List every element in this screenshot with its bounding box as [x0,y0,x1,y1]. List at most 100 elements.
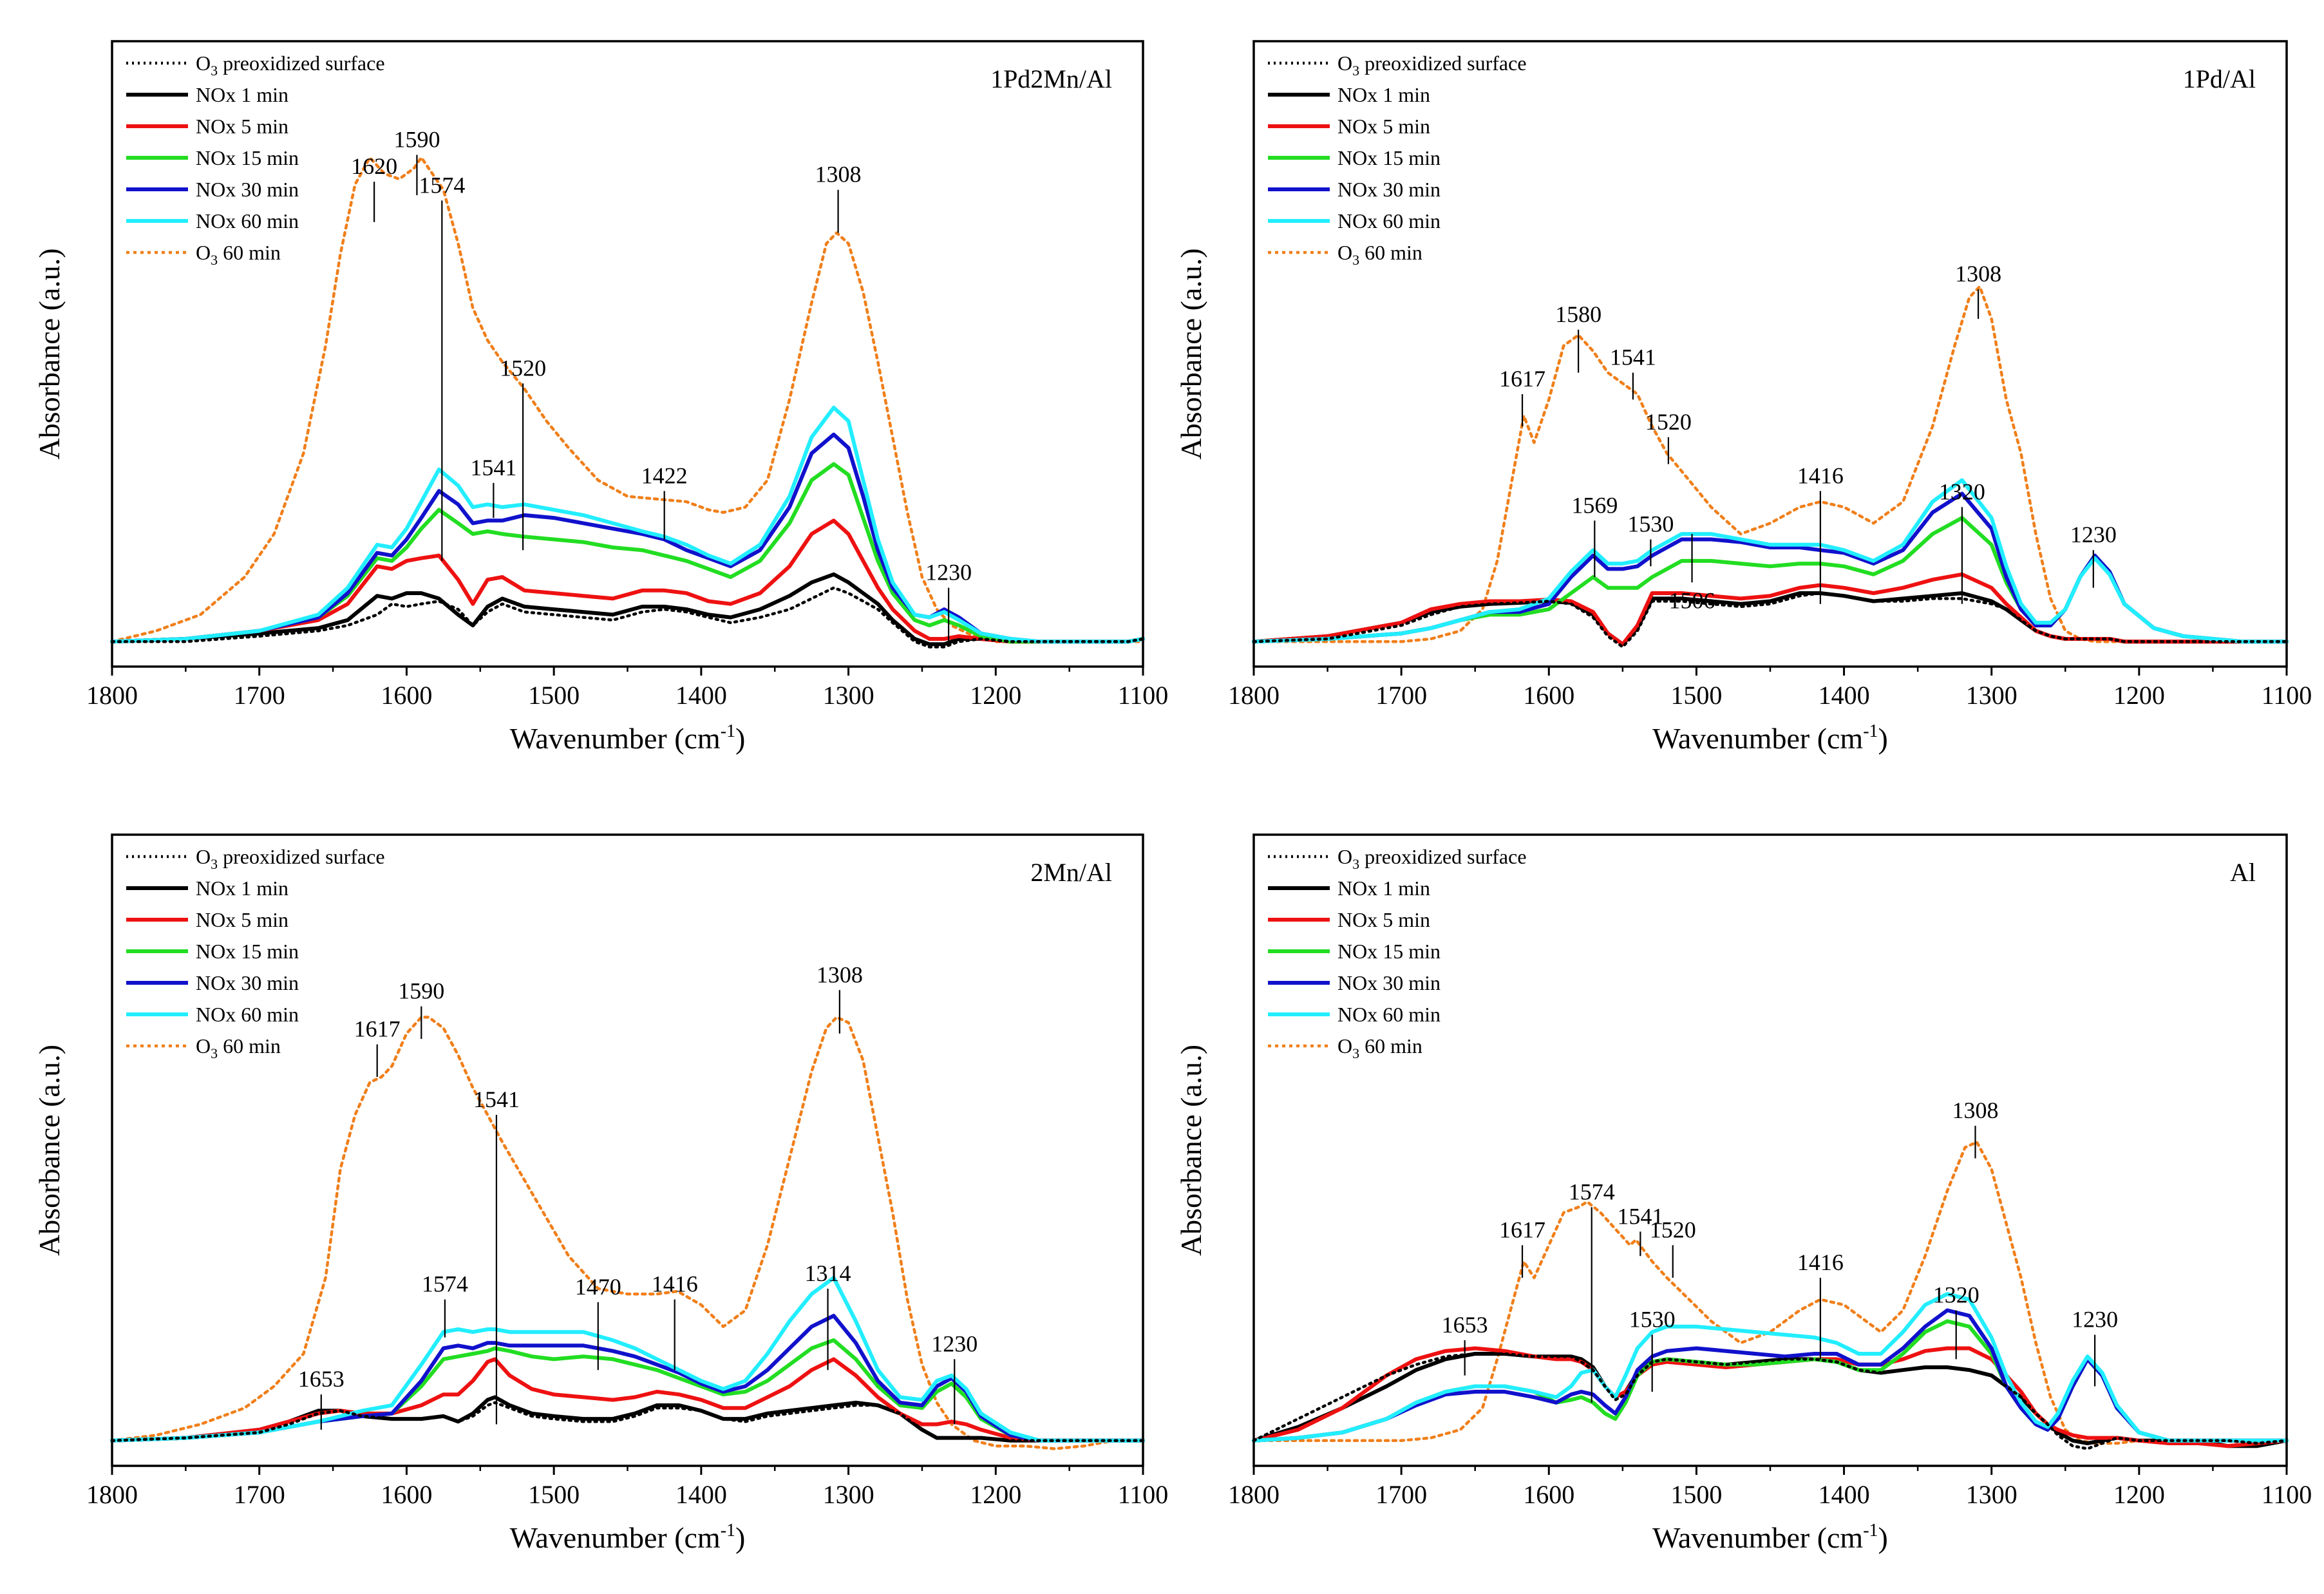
peak-label-1541: 1541 [1610,345,1656,370]
legend-label-rest: 60 min [1359,241,1422,264]
peak-label-1320: 1320 [1939,479,1985,504]
legend-label-main: NOx 5 min [1337,115,1430,138]
x-tick-label-1600: 1600 [1523,681,1574,710]
legend-label: O3 60 min [196,1034,281,1061]
peak-label-1617: 1617 [354,1016,401,1042]
legend-label: NOx 15 min [1337,146,1441,169]
x-tick-label-1400: 1400 [1819,681,1870,710]
series-line-o3-60-min [1252,1141,2289,1445]
legend-label-main: NOx 1 min [1337,83,1430,106]
peak-label-1416: 1416 [1797,462,1844,488]
x-tick-label-1300: 1300 [1966,681,2017,710]
x-tick-label-1200: 1200 [2113,681,2165,710]
peak-label-1308: 1308 [817,962,863,987]
legend-label: NOx 1 min [1337,877,1430,900]
legend-label: O3 60 min [196,241,281,268]
chart-panel-3: 1653 1617 1590 1541 1574 1470 1416 1314 1308 1230… [33,833,1169,1554]
series-line-o3-60-min [110,156,1145,643]
x-tick-label-1300: 1300 [823,681,874,710]
peak-label-1620: 1620 [351,153,397,179]
legend-label-rest: preoxidized surface [1359,845,1526,868]
legend-label-main: NOx 1 min [1337,877,1430,900]
legend: O3 preoxidized surface NOx 1 min NOx 5 min… [1268,845,1527,1061]
legend-label-rest: preoxidized surface [1359,52,1526,75]
x-tick-label-1600: 1600 [381,681,432,710]
series-line-nox-5-min [110,518,1145,644]
legend-label: O3 preoxidized surface [1337,845,1527,872]
x-axis-title-close: ) [735,722,745,755]
x-axis-title-superscript: -1 [721,1521,735,1541]
series-line-nox-1-min [1252,1352,2289,1448]
legend-label: NOx 5 min [196,908,288,931]
peak-label-1308: 1308 [815,162,862,187]
peak-label-1422: 1422 [641,462,688,488]
series-line-nox-1-min [110,572,1145,647]
legend-label-main: NOx 60 min [196,1003,299,1026]
x-tick-label-1700: 1700 [1375,681,1427,710]
legend-label-subscript: 3 [211,62,218,79]
peak-label-1653: 1653 [298,1366,345,1392]
legend-label-main: O [1337,845,1352,868]
x-tick-label-1100: 1100 [2262,1480,2312,1509]
legend-label-main: NOx 15 min [196,940,299,963]
series-line-o3-preoxidized-surface [110,586,1145,649]
peak-label-1574: 1574 [1569,1179,1615,1204]
x-tick-label-1200: 1200 [2113,1480,2165,1509]
y-axis-title: Absorbance (a.u.) [33,1045,66,1256]
x-tick-label-1300: 1300 [823,1480,874,1509]
peak-label-1314: 1314 [805,1260,851,1286]
legend-label: NOx 15 min [196,940,299,963]
x-axis-title-text: Wavenumber (cm [510,1521,721,1554]
x-tick-label-1300: 1300 [1966,1480,2017,1509]
series-line-nox-60-min [1252,1292,2289,1443]
peak-label-1574: 1574 [422,1271,468,1297]
x-tick-label-1700: 1700 [234,681,285,710]
peak-label-1520: 1520 [1650,1217,1696,1242]
series-line-o3-preoxidized-surface [110,1401,1145,1443]
legend-label-main: O [196,52,211,75]
peak-label-1520: 1520 [1645,409,1692,435]
legend-label-main: NOx 5 min [1337,908,1430,931]
legend-label-main: NOx 30 min [1337,178,1441,201]
legend-label-subscript: 3 [211,1045,218,1061]
legend-label-subscript: 3 [1352,252,1359,268]
x-tick-label-1700: 1700 [234,1480,285,1509]
legend-label-rest: preoxidized surface [218,52,384,75]
legend-label: NOx 1 min [1337,83,1430,106]
legend-label: NOx 30 min [196,178,299,201]
series-line-o3-preoxidized-surface [1252,591,2289,649]
x-tick-label-1800: 1800 [86,681,138,710]
peak-label-1470: 1470 [575,1274,621,1300]
peak-label-1230: 1230 [925,560,972,585]
legend-label-rest: preoxidized surface [218,845,384,868]
legend-label-main: NOx 15 min [1337,146,1441,169]
peak-label-1506: 1506 [1669,587,1715,613]
x-axis-title-close: ) [1878,1521,1888,1554]
peak-label-1541: 1541 [1617,1203,1663,1229]
x-axis-title: Wavenumber (cm-1) [1652,1521,1888,1554]
peak-label-1541: 1541 [473,1086,520,1112]
x-tick-label-1100: 1100 [1118,1480,1169,1509]
x-axis-title-close: ) [1878,722,1888,755]
legend-label: NOx 1 min [196,83,288,106]
series-line-o3-preoxidized-surface [1252,1352,2289,1450]
legend-label-subscript: 3 [1352,856,1359,872]
peak-label-1308: 1308 [1952,1097,1999,1123]
legend-label-main: NOx 1 min [196,877,288,900]
peak-label-1617: 1617 [1499,1217,1545,1242]
peak-label-1230: 1230 [931,1331,978,1356]
x-tick-label-1600: 1600 [1523,1480,1574,1509]
x-tick-label-1400: 1400 [675,681,727,710]
legend-label-main: NOx 30 min [1337,971,1441,994]
peak-label-1653: 1653 [1442,1312,1488,1338]
peak-label-1530: 1530 [1627,511,1674,536]
peak-label-1574: 1574 [419,172,465,198]
panel-title: 1Pd2Mn/Al [990,64,1112,93]
x-axis-title-text: Wavenumber (cm [1652,1521,1863,1554]
legend-label-main: O [196,845,211,868]
legend-label-main: NOx 30 min [196,178,299,201]
